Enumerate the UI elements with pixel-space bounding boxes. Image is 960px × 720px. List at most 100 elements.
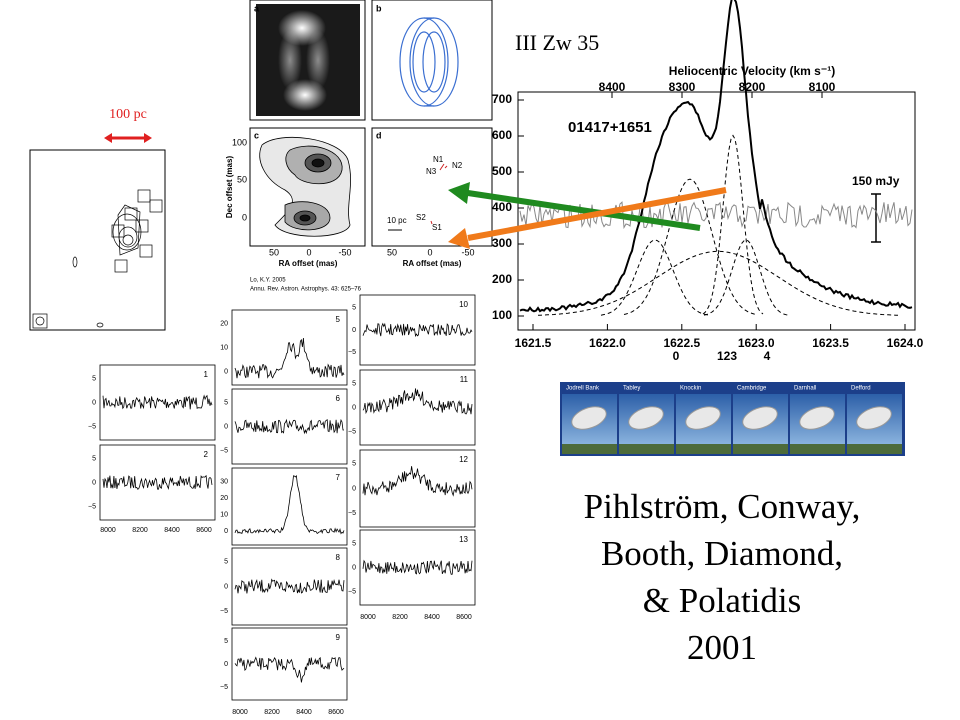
ground [619,444,674,454]
spectrum-line [362,322,473,338]
top-tick-label: 8300 [669,80,696,94]
spectrum-line [234,475,345,535]
flux-scale-bar [871,193,881,243]
y-tick-label: 0 [242,212,247,222]
x-tick-label: 1622.0 [589,336,626,350]
top-axis-label: Heliocentric Velocity (km s⁻¹) [669,64,835,78]
y-tick-label: 0 [92,399,96,406]
y-tick-label: 5 [92,455,96,462]
x-tick-label: 1624.0 [887,336,924,350]
y-tick-label: 0 [352,404,356,411]
y-tick-label: 0 [352,327,356,334]
maser-spots [430,163,448,225]
spectrum-line [362,466,473,497]
panel-number: 9 [336,633,341,642]
citation: Lo, K.Y. 2005 [250,278,286,284]
y-tick-label: 10 [220,512,228,519]
y-tick-label: −5 [88,423,96,430]
telescope-name: Darnhall [794,386,816,392]
y-tick-label: 0 [224,583,228,590]
panel-number: 7 [336,473,341,482]
gaussian-component [623,178,757,315]
x-axis-label: RA offset (mas) [403,259,462,268]
y-tick-label: 5 [92,375,96,382]
panel-label: d [376,130,382,140]
panel-number: 13 [459,535,468,544]
spectrum-panel [231,309,348,386]
y-tick-label: 5 [224,399,228,406]
x-tick-label: 1621.5 [515,336,552,350]
x-tick-label: 1623.5 [812,336,849,350]
x-tick-label: 0 [427,247,432,257]
y-tick-label: 400 [492,200,512,214]
spectrum-line [362,388,473,415]
x-tick-label: 1623.0 [738,336,775,350]
panel-d [371,127,493,247]
citation: Annu. Rev. Astron. Astrophys. 43: 625–76 [250,287,362,293]
y-tick-label: 5 [352,540,356,547]
y-tick-label: 700 [492,92,512,106]
author-line: Booth, Diamond, [601,534,843,573]
x-tick-label: 8600 [456,614,472,621]
x-tick-label: 8200 [264,709,280,716]
dish [571,406,607,430]
spectrum-panel [359,449,476,528]
x-tick-label: 8600 [196,527,212,534]
telescope-name: Knockin [680,386,701,392]
ground [676,444,731,454]
blob [278,30,302,90]
panel-number: 1 [204,370,209,379]
y-tick-label: 0 [224,368,228,375]
scale-label: 150 mJy [852,174,900,188]
y-tick-label: −5 [348,510,356,517]
y-tick-label: 5 [352,304,356,311]
x-tick-label: 50 [269,247,279,257]
component-label: 0 [673,349,680,363]
spectrum-line [234,578,345,594]
spectrum-line [234,337,345,379]
telescope-name: Jodrell Bank [566,386,600,392]
y-axis-label: Dec offset (mas) [225,156,234,219]
y-tick-label: −5 [348,349,356,356]
y-tick-label: 5 [352,461,356,468]
ground [562,444,617,454]
source-name: 01417+1651 [568,119,652,136]
spectrum-line [102,394,213,410]
spot-label: S1 [432,223,442,232]
x-tick-label: 1622.5 [663,336,700,350]
spectrum-line [102,474,213,491]
x-tick-label: 8400 [424,614,440,621]
author-line: 2001 [687,628,757,667]
spot-label: S2 [416,213,426,222]
x-tick-label: -50 [338,247,351,257]
ground [790,444,845,454]
spot-label: 10 pc [387,216,407,225]
x-tick-label: 50 [387,247,397,257]
y-tick-label: −5 [220,684,228,691]
panel-label: b [376,3,382,13]
x-tick-label: 8400 [164,527,180,534]
y-tick-label: 30 [220,479,228,486]
dish [628,406,664,430]
y-tick-label: 5 [224,559,228,566]
spectrum-panel [231,467,348,546]
component-label: 4 [764,349,771,363]
spectrum-line [234,656,345,683]
green-arrow [467,190,701,231]
spot-label: N3 [426,167,437,176]
y-tick-label: 600 [492,128,512,142]
orange-arrowhead [448,228,470,249]
y-tick-label: 50 [237,174,247,184]
panel-label: a [254,3,260,13]
scale-label: 100 pc [109,107,147,122]
x-tick-label: 8600 [328,709,344,716]
y-tick-label: 0 [224,661,228,668]
y-tick-label: 0 [352,564,356,571]
x-tick-label: 8200 [132,527,148,534]
y-tick-label: 20 [220,320,228,327]
author-line: & Polatidis [643,581,802,620]
orange-arrow [467,187,727,241]
green-arrowhead [448,182,470,204]
y-tick-label: 0 [352,485,356,492]
